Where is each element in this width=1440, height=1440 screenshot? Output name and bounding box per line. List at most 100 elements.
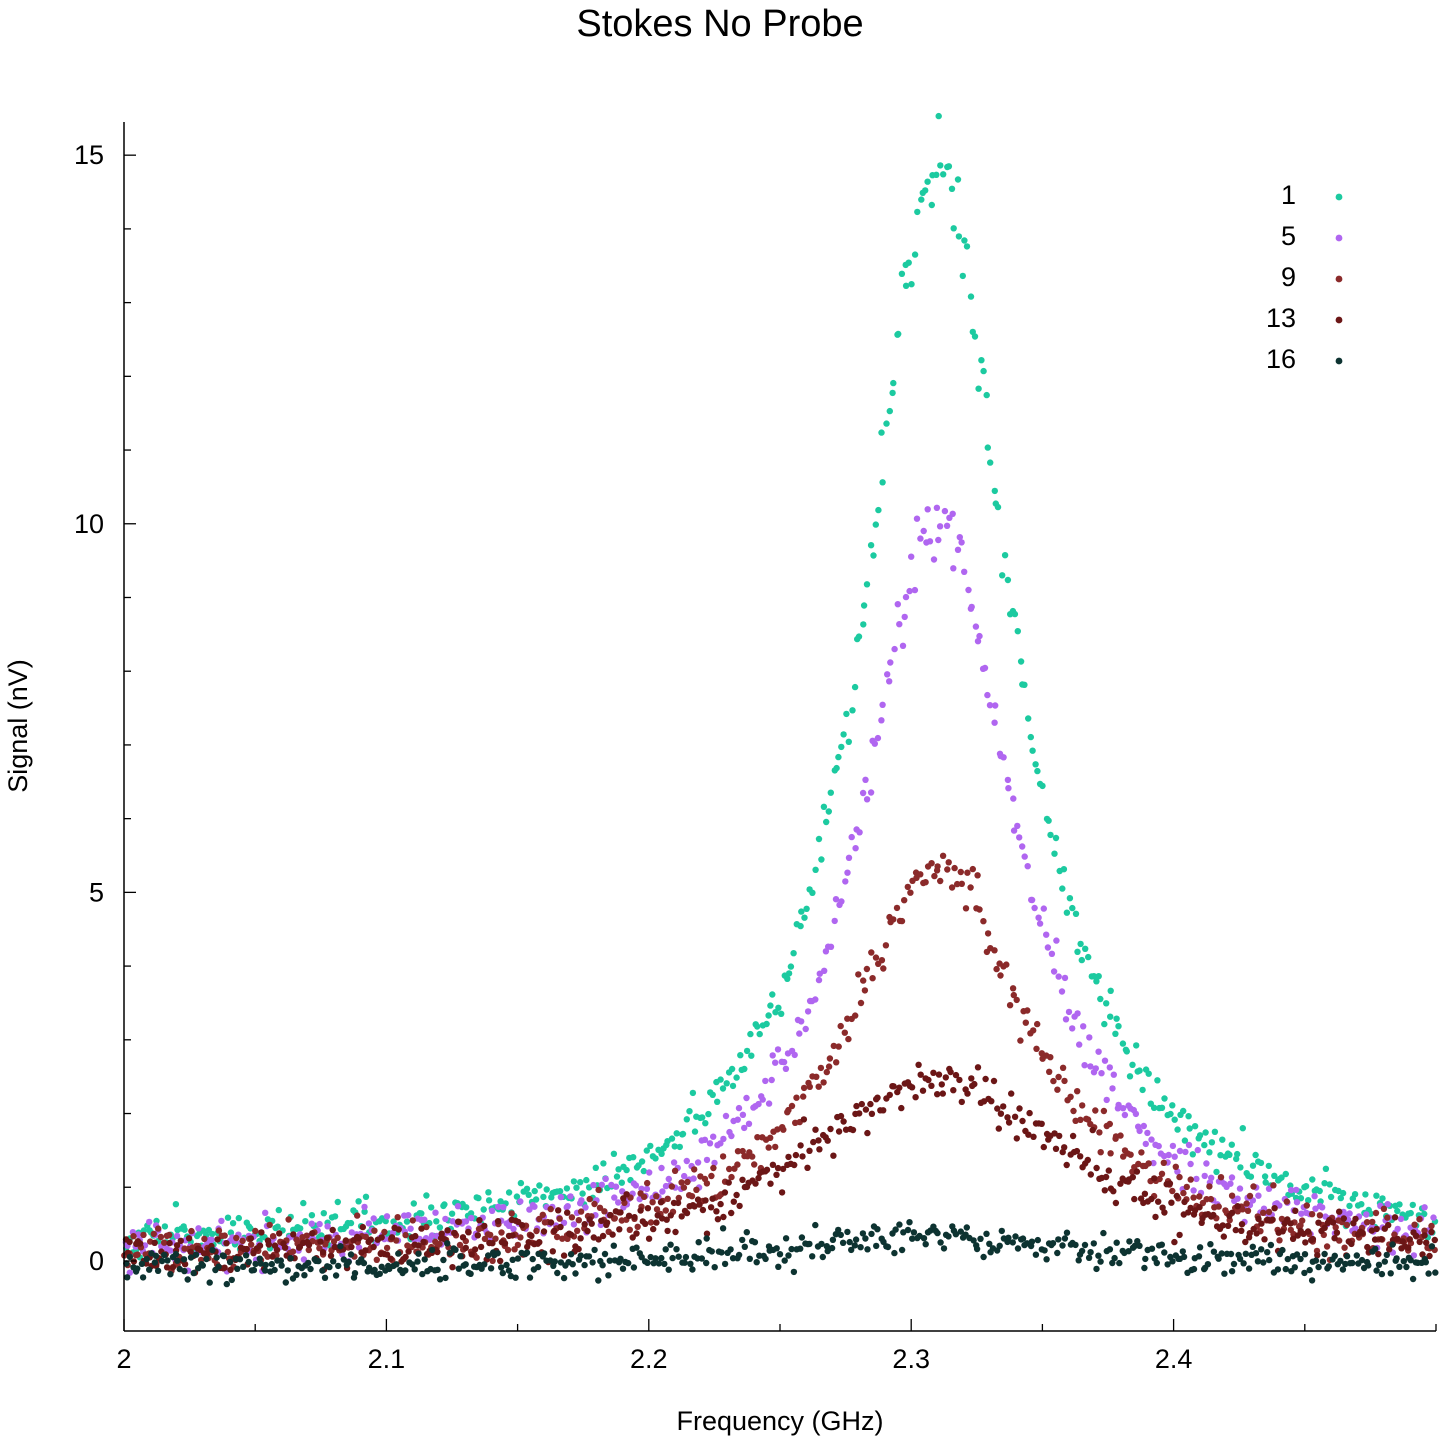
data-point — [257, 1260, 264, 1267]
data-point — [878, 429, 885, 436]
data-point — [567, 1193, 574, 1200]
data-point — [1009, 1239, 1016, 1246]
data-point — [1369, 1218, 1376, 1226]
data-point — [1154, 1077, 1161, 1084]
data-point — [1261, 1173, 1269, 1180]
data-point — [505, 1267, 513, 1274]
data-point — [1053, 937, 1060, 944]
data-point — [1005, 1119, 1013, 1126]
data-point — [710, 1164, 717, 1172]
data-point — [540, 1193, 547, 1201]
data-point — [456, 1241, 464, 1249]
data-point — [718, 1249, 725, 1256]
data-point — [1276, 1237, 1283, 1244]
data-point — [1315, 1263, 1322, 1271]
data-point — [1024, 1007, 1031, 1014]
data-point — [1043, 931, 1050, 938]
data-point — [1265, 1185, 1273, 1193]
data-point — [867, 1100, 874, 1108]
data-point — [746, 1255, 753, 1263]
data-point — [1035, 914, 1042, 921]
data-point — [782, 1235, 790, 1242]
data-point — [321, 1274, 329, 1282]
data-point — [1063, 1229, 1071, 1236]
data-point — [790, 950, 797, 957]
data-point — [797, 1245, 804, 1252]
data-point — [647, 1219, 655, 1226]
data-point — [228, 1276, 235, 1284]
data-point — [1158, 1241, 1166, 1248]
data-point — [994, 1105, 1001, 1112]
data-point — [421, 1256, 428, 1263]
data-point — [862, 776, 869, 783]
data-point — [457, 1253, 464, 1260]
data-point — [611, 1215, 618, 1222]
data-point — [1164, 1261, 1171, 1268]
data-point — [572, 1270, 579, 1277]
data-point — [209, 1230, 216, 1238]
data-point — [1106, 1064, 1114, 1071]
data-point — [252, 1227, 259, 1235]
data-point — [585, 1253, 593, 1260]
data-point — [371, 1227, 378, 1234]
data-point — [980, 1253, 987, 1261]
data-point — [1406, 1236, 1414, 1243]
data-point — [827, 943, 835, 950]
data-point — [616, 1226, 623, 1233]
data-point — [671, 1143, 678, 1150]
data-point — [1327, 1193, 1335, 1201]
data-point — [858, 1100, 865, 1108]
data-point — [569, 1261, 576, 1268]
data-point — [728, 1132, 735, 1140]
data-point — [1011, 610, 1019, 618]
data-point — [984, 930, 992, 937]
data-point — [937, 162, 944, 169]
data-point — [1363, 1211, 1370, 1218]
data-point — [663, 1216, 670, 1223]
data-point — [1196, 1193, 1203, 1200]
data-point — [914, 208, 921, 216]
data-point — [1077, 940, 1084, 948]
data-point — [1201, 1172, 1208, 1180]
data-point — [1187, 1160, 1194, 1168]
data-point — [301, 1272, 308, 1279]
data-point — [630, 1264, 638, 1271]
data-point — [317, 1238, 324, 1245]
data-point — [1133, 1168, 1141, 1175]
data-point — [285, 1216, 292, 1223]
legend-marker — [1335, 275, 1343, 283]
data-point — [1187, 1176, 1194, 1183]
data-point — [1093, 1164, 1100, 1172]
data-point — [1379, 1195, 1386, 1202]
data-point — [354, 1212, 361, 1219]
data-point — [1152, 1213, 1159, 1221]
data-point — [1144, 1129, 1151, 1137]
data-point — [637, 1207, 644, 1214]
data-point — [729, 1255, 737, 1262]
data-point — [1059, 885, 1066, 892]
data-point — [1026, 1109, 1033, 1117]
data-point — [1081, 1062, 1088, 1069]
data-point — [1233, 1155, 1240, 1163]
data-point — [1394, 1235, 1401, 1243]
data-point — [968, 603, 975, 611]
data-point — [845, 738, 852, 745]
data-point — [245, 1258, 252, 1266]
data-point — [835, 1128, 843, 1135]
data-point — [1092, 1107, 1099, 1114]
data-point — [423, 1223, 430, 1231]
data-point — [831, 917, 838, 925]
data-point — [436, 1276, 444, 1283]
data-point — [995, 1125, 1002, 1132]
data-point — [615, 1199, 622, 1206]
data-point — [137, 1240, 144, 1247]
data-point — [925, 1076, 932, 1084]
data-point — [199, 1262, 206, 1269]
data-point — [1131, 1195, 1138, 1203]
data-point — [644, 1259, 651, 1267]
data-point — [852, 1236, 860, 1243]
data-point — [762, 1077, 769, 1085]
data-point — [611, 1194, 618, 1201]
data-point — [812, 996, 819, 1003]
data-point — [1034, 1020, 1041, 1028]
